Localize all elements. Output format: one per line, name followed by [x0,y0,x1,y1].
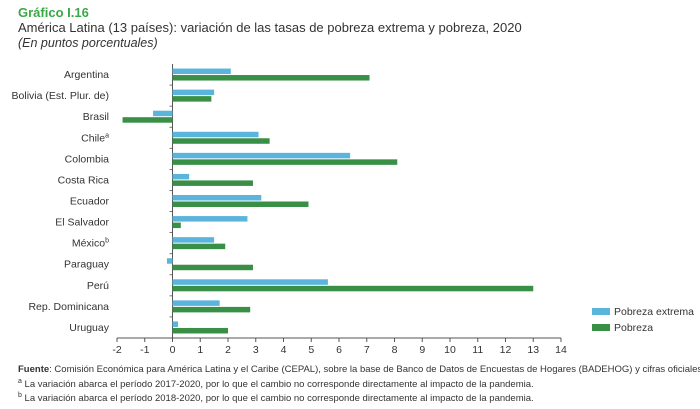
footnote-b: b La variación abarca el período 2018-20… [18,392,534,404]
source-text: : Comisión Económica para América Latina… [49,364,700,375]
bar-pobreza-extrema [172,279,328,285]
category-label: El Salvador [55,217,109,229]
category-label: Chilea [81,132,109,144]
bar-chart: -2 -1 0 1 2 3 4 5 6 7 8 9 10 11 12 13 14ArgentinaBolivia… [12,64,694,356]
bar-pobreza [172,180,253,186]
x-tick-label: -1 [140,344,149,356]
bar-pobreza-extrema [172,216,248,222]
category-label: Bolivia (Est. Plur. de) [12,90,109,102]
x-tick-label: 7 [364,344,370,356]
bar-pobreza [172,96,212,102]
bar-pobreza-extrema [172,321,179,327]
bar-pobreza [172,327,228,334]
category-label: Méxicob [72,238,109,250]
x-tick-label: 1 [197,344,203,356]
x-tick-label: 8 [392,344,398,356]
bar-pobreza [172,243,226,250]
category-label: Brasil [83,111,109,123]
legend-label: Pobreza extrema [614,306,694,318]
bar-pobreza-extrema [172,152,351,159]
legend-label: Pobreza [614,322,653,334]
x-tick-label: 14 [555,344,567,356]
bar-pobreza-extrema [172,237,215,243]
footnote-a: a La variación abarca el período 2017-20… [18,378,534,390]
footnote-a-text: La variación abarca el período 2017-2020… [21,379,534,391]
legend-swatch [592,324,610,331]
x-tick-label: 0 [170,344,176,356]
x-tick-label: 5 [308,344,314,356]
bar-pobreza-extrema [172,68,231,75]
x-tick-label: 13 [527,344,539,356]
figure-label: Gráfico I.16 [18,5,89,20]
footnote-b-mark: b [18,392,22,399]
bar-pobreza-extrema [166,258,173,264]
bar-pobreza [122,117,173,123]
bar-pobreza [172,264,253,271]
bar-pobreza-extrema [172,89,215,96]
legend-swatch [592,308,610,315]
bar-pobreza [172,285,534,292]
x-tick-label: 6 [336,344,342,356]
category-label: Paraguay [64,259,110,271]
bar-pobreza-extrema [153,110,173,117]
footnote-b-text: La variación abarca el período 2018-2020… [21,393,534,405]
x-tick-label: 11 [472,344,483,356]
bar-pobreza-extrema [172,195,262,201]
footnote-a-mark: a [18,378,22,385]
x-tick-label: 4 [281,344,287,356]
category-label: Colombia [65,153,110,165]
bar-pobreza-extrema [172,131,259,138]
category-label: Uruguay [69,322,109,334]
x-tick-label: 9 [419,344,425,356]
x-tick-label: -2 [112,344,121,356]
x-tick-label: 3 [253,344,259,356]
bar-pobreza [172,75,370,81]
bar-pobreza [172,201,309,207]
source-note: Fuente: Comisión Económica para América … [18,364,700,375]
category-label: Costa Rica [58,174,110,186]
category-label: Perú [87,280,109,292]
bar-pobreza-extrema [172,173,190,180]
bar-pobreza-extrema [172,300,220,306]
chart-title: América Latina (13 países): variación de… [18,20,522,35]
bar-pobreza [172,159,398,165]
x-tick-label: 2 [225,344,231,356]
category-label: Rep. Dominicana [28,301,109,313]
x-tick-label: 12 [500,344,512,356]
source-label: Fuente [18,364,50,375]
bar-pobreza [172,222,181,229]
x-tick-label: 10 [444,344,456,356]
chart-subtitle: (En puntos porcentuales) [18,36,158,50]
category-label: Argentina [64,69,109,81]
category-label: Ecuador [70,196,110,208]
bar-pobreza [172,138,270,144]
bar-pobreza [172,306,251,313]
